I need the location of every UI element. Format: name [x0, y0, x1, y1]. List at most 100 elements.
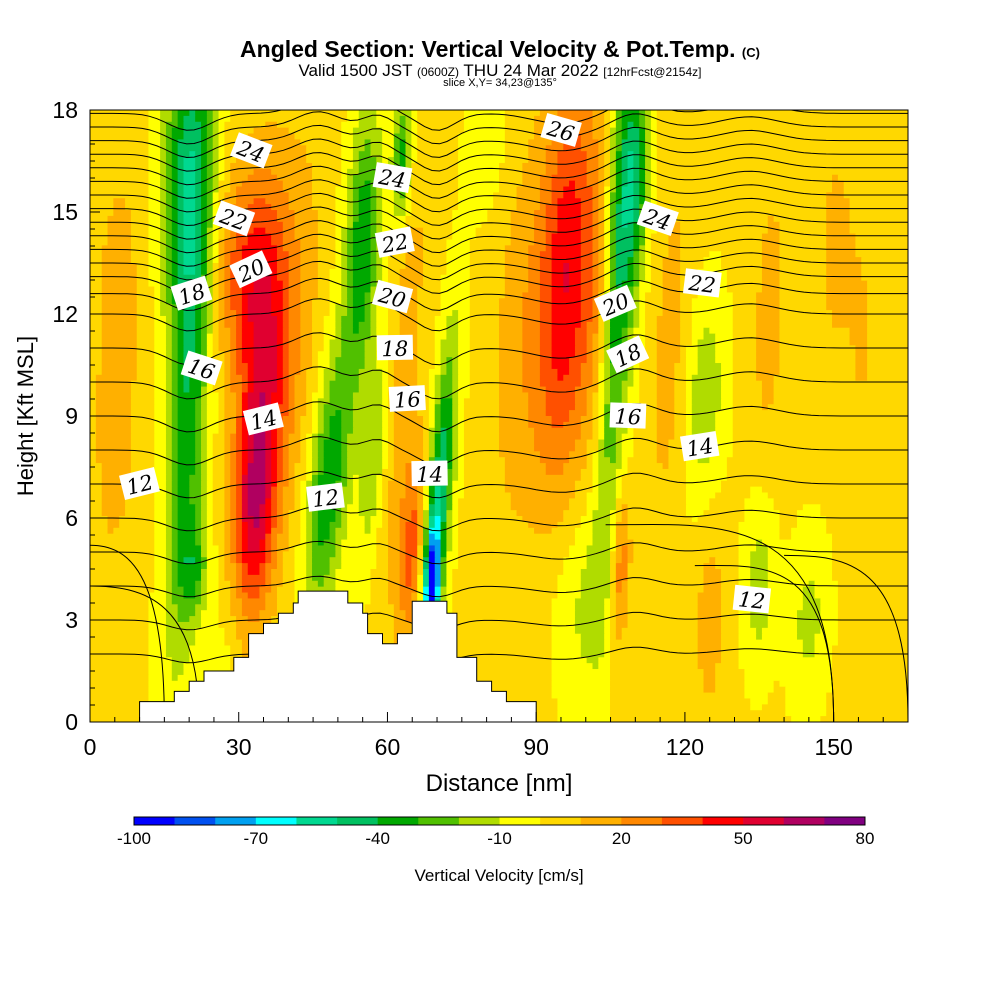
velocity-cell [341, 539, 377, 547]
velocity-cell [639, 310, 646, 317]
velocity-cell [551, 174, 588, 182]
velocity-cell [721, 651, 740, 658]
velocity-cell [756, 539, 763, 547]
velocity-cell [610, 133, 617, 141]
velocity-cell [785, 710, 827, 717]
velocity-cell [580, 363, 594, 370]
velocity-cell [201, 151, 208, 158]
velocity-cell [341, 427, 354, 435]
velocity-cell [458, 180, 500, 188]
velocity-cell [177, 168, 185, 176]
velocity-cell [399, 274, 424, 282]
velocity-cell [212, 233, 220, 241]
velocity-cell [218, 339, 231, 346]
velocity-cell [615, 451, 623, 458]
velocity-cell [282, 433, 290, 441]
velocity-cell [201, 157, 208, 164]
velocity-cell [265, 592, 278, 600]
velocity-cell [586, 345, 594, 352]
velocity-cell [90, 545, 155, 552]
velocity-cell [446, 586, 453, 594]
velocity-cell [458, 445, 465, 452]
velocity-cell [160, 127, 167, 135]
velocity-cell [574, 392, 588, 399]
velocity-cell [212, 186, 220, 193]
velocity-cell [148, 133, 161, 141]
velocity-cell [604, 186, 611, 193]
velocity-cell [440, 433, 448, 441]
velocity-cell [206, 239, 214, 246]
velocity-cell [90, 598, 150, 605]
velocity-cell [417, 592, 424, 600]
velocity-cell [598, 145, 605, 152]
velocity-cell [370, 227, 377, 235]
velocity-cell [317, 292, 331, 299]
velocity-cell [440, 545, 448, 552]
velocity-cell [592, 404, 599, 411]
velocity-cell [434, 421, 442, 429]
velocity-cell [656, 386, 675, 394]
velocity-cell [370, 221, 377, 229]
velocity-cell [230, 180, 243, 188]
velocity-cell [621, 392, 629, 399]
velocity-cell [656, 457, 670, 464]
velocity-cell [312, 416, 319, 423]
velocity-cell [230, 110, 348, 117]
velocity-cell [610, 710, 786, 717]
velocity-cell [247, 563, 261, 570]
velocity-cell [452, 480, 465, 488]
velocity-cell [387, 504, 401, 511]
velocity-cell [90, 333, 103, 341]
velocity-cell [171, 498, 179, 505]
velocity-cell [236, 569, 243, 576]
velocity-cell [358, 115, 377, 123]
velocity-cell [574, 627, 605, 635]
velocity-cell [750, 698, 769, 705]
velocity-cell [241, 351, 255, 358]
velocity-cell [452, 374, 459, 382]
velocity-cell [504, 457, 541, 464]
velocity-cell [767, 221, 781, 229]
velocity-cell [545, 239, 553, 246]
velocity-cell [814, 645, 833, 652]
velocity-cell [300, 539, 307, 547]
velocity-cell [610, 692, 745, 700]
velocity-cell [241, 210, 278, 217]
velocity-cell [539, 451, 570, 458]
velocity-cell [639, 245, 646, 252]
velocity-cell [499, 357, 523, 364]
velocity-cell [206, 427, 220, 435]
velocity-cell [674, 416, 687, 423]
velocity-cell [615, 492, 623, 499]
velocity-cell [165, 468, 173, 476]
velocity-cell [317, 439, 325, 447]
velocity-cell [329, 421, 342, 429]
velocity-cell [218, 263, 225, 270]
velocity-cell [446, 333, 459, 341]
velocity-cell [352, 210, 360, 217]
velocity-cell [440, 563, 448, 570]
velocity-cell [598, 351, 605, 358]
velocity-cell [136, 345, 155, 352]
velocity-cell [218, 557, 225, 564]
velocity-cell [417, 557, 424, 564]
velocity-cell [90, 468, 103, 476]
velocity-cell [130, 439, 155, 447]
velocity-cell [604, 398, 611, 405]
velocity-cell [761, 386, 775, 394]
velocity-cell [721, 592, 740, 600]
velocity-cell [370, 598, 389, 605]
velocity-cell [212, 445, 225, 452]
velocity-cell [557, 110, 594, 117]
velocity-cell [241, 516, 255, 523]
velocity-cell [592, 268, 599, 276]
velocity-cell [148, 204, 161, 211]
velocity-cell [206, 457, 214, 464]
velocity-cell [452, 580, 559, 588]
velocity-cell [452, 215, 488, 223]
velocity-cell [136, 310, 155, 317]
velocity-cell [323, 327, 336, 335]
velocity-cell [557, 151, 588, 158]
velocity-cell [773, 374, 857, 382]
velocity-cell [201, 474, 208, 482]
